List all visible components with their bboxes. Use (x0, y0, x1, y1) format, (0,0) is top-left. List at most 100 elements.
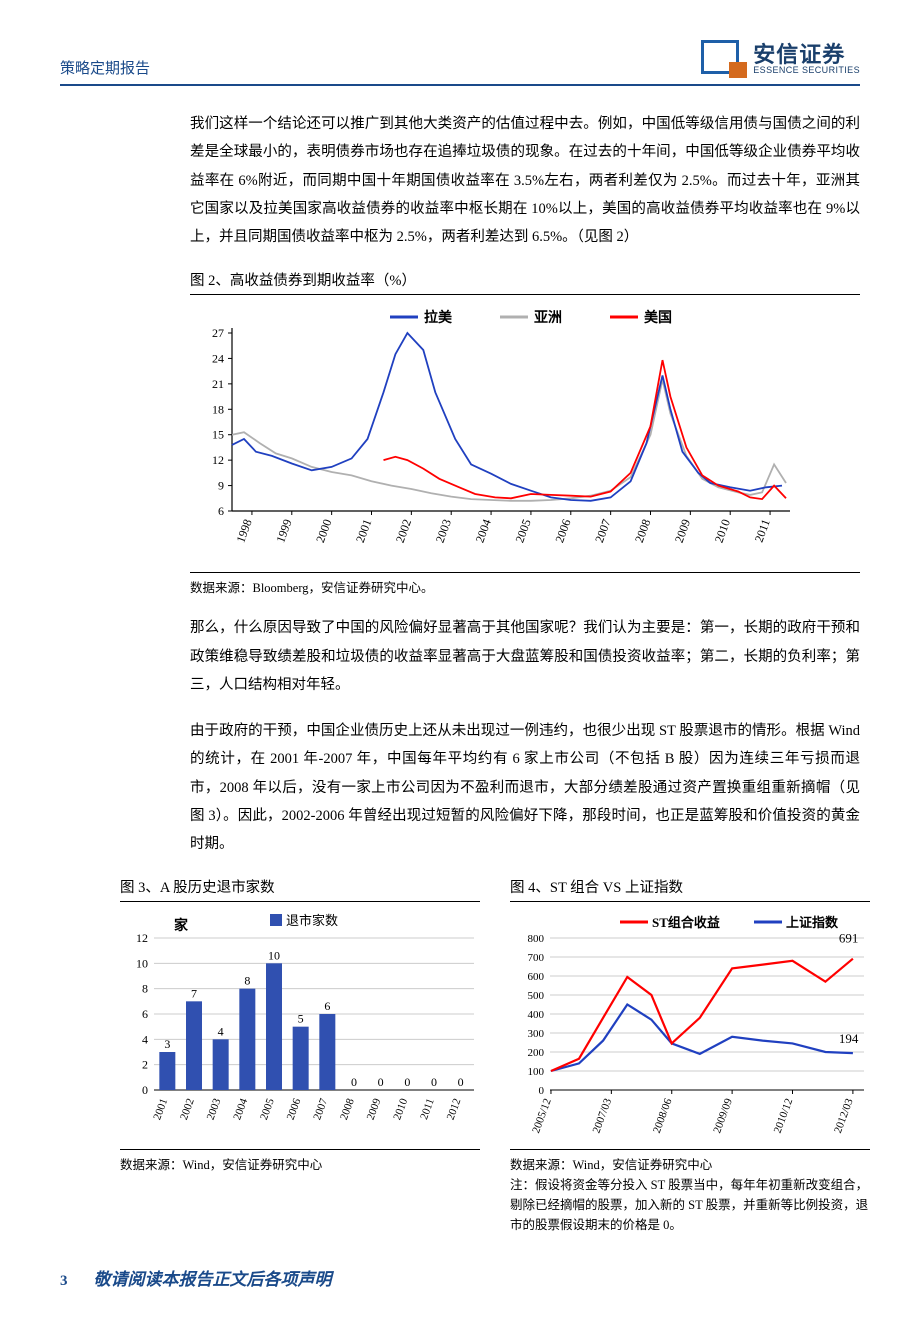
svg-text:2009/09: 2009/09 (711, 1097, 735, 1135)
paragraph-3: 由于政府的干预，中国企业债历史上还从未出现过一例违约，也很少出现 ST 股票退市… (190, 717, 860, 858)
svg-text:2010: 2010 (391, 1097, 410, 1122)
fig4-note: 注：假设将资金等分投入 ST 股票当中，每年年初重新改变组合，剔除已经摘帽的股票… (510, 1175, 870, 1235)
fig3-title: 图 3、A 股历史退市家数 (120, 876, 480, 902)
svg-text:2007/03: 2007/03 (591, 1097, 615, 1135)
svg-text:2005/12: 2005/12 (530, 1097, 554, 1135)
svg-text:2006: 2006 (285, 1097, 304, 1122)
paragraph-1: 我们这样一个结论还可以推广到其他大类资产的估值过程中去。例如，中国低等级信用债与… (190, 110, 860, 251)
svg-text:7: 7 (191, 987, 197, 1001)
svg-text:10: 10 (268, 949, 280, 963)
svg-text:0: 0 (378, 1075, 384, 1089)
svg-text:18: 18 (212, 403, 224, 417)
svg-text:亚洲: 亚洲 (534, 310, 562, 326)
paragraph-2: 那么，什么原因导致了中国的风险偏好显著高于其他国家呢？我们认为主要是：第一，长期… (190, 614, 860, 699)
svg-text:8: 8 (244, 974, 250, 988)
svg-text:12: 12 (136, 931, 148, 945)
svg-text:0: 0 (539, 1085, 545, 1097)
svg-text:2005: 2005 (512, 518, 533, 545)
svg-text:3: 3 (164, 1037, 170, 1051)
svg-text:27: 27 (212, 326, 224, 340)
header-title: 策略定期报告 (60, 57, 150, 78)
page-header: 策略定期报告 安信证券 ESSENCE SECURITIES (60, 40, 860, 78)
svg-text:2010/12: 2010/12 (772, 1097, 796, 1135)
svg-text:21: 21 (212, 377, 224, 391)
svg-text:2012/03: 2012/03 (832, 1097, 856, 1135)
svg-text:0: 0 (458, 1075, 464, 1089)
svg-text:ST组合收益: ST组合收益 (652, 915, 720, 930)
svg-text:2003: 2003 (205, 1097, 224, 1122)
svg-text:0: 0 (142, 1083, 148, 1097)
svg-text:美国: 美国 (644, 309, 672, 326)
svg-text:0: 0 (351, 1075, 357, 1089)
fig4-source: 数据来源：Wind，安信证券研究中心 (510, 1149, 870, 1173)
svg-text:6: 6 (218, 504, 224, 518)
svg-text:2010: 2010 (712, 518, 733, 545)
svg-text:2007: 2007 (592, 518, 613, 545)
footer-disclaimer: 敬请阅读本报告正文后各项声明 (94, 1265, 332, 1290)
fig2-source: 数据来源：Bloomberg，安信证券研究中心。 (190, 572, 860, 596)
svg-text:2000: 2000 (313, 518, 334, 545)
logo-text-en: ESSENCE SECURITIES (753, 66, 860, 75)
svg-text:300: 300 (528, 1028, 545, 1040)
svg-text:退市家数: 退市家数 (286, 913, 338, 928)
svg-text:100: 100 (528, 1066, 545, 1078)
svg-text:8: 8 (142, 982, 148, 996)
svg-text:2001: 2001 (151, 1097, 170, 1122)
fig2-chart: 6 9 12 15 18 21 24 27 1998 1999 2000 2001 2002 2003 20… (190, 303, 860, 568)
fig3-chart: 0 2 4 6 8 10 12 家 退市家数 3 2001 7 2002 4 2003 8 2004 10 2005… (120, 910, 480, 1145)
company-logo: 安信证券 ESSENCE SECURITIES (701, 40, 860, 78)
svg-text:2012: 2012 (445, 1097, 464, 1122)
svg-text:2007: 2007 (311, 1097, 330, 1122)
logo-icon (701, 40, 747, 78)
logo-text-cn: 安信证券 (753, 44, 860, 66)
svg-text:2004: 2004 (231, 1097, 250, 1122)
svg-text:2: 2 (142, 1058, 148, 1072)
fig4-chart: 0 100 200 300 400 500 600 700 800 2005/12 2007/03 2… (510, 910, 870, 1145)
svg-text:9: 9 (218, 479, 224, 493)
svg-text:2011: 2011 (418, 1097, 437, 1121)
svg-text:2008/06: 2008/06 (651, 1097, 675, 1135)
page-number: 3 (60, 1273, 68, 1290)
svg-text:691: 691 (839, 931, 859, 946)
header-divider (60, 84, 860, 86)
svg-text:24: 24 (212, 352, 224, 366)
fig2-title: 图 2、高收益债券到期收益率（%） (190, 269, 860, 295)
fig4-title: 图 4、ST 组合 VS 上证指数 (510, 876, 870, 902)
svg-text:4: 4 (218, 1025, 224, 1039)
svg-text:拉美: 拉美 (424, 309, 453, 326)
svg-text:2011: 2011 (752, 518, 773, 545)
svg-text:15: 15 (212, 428, 224, 442)
svg-text:1999: 1999 (273, 518, 294, 545)
svg-text:700: 700 (528, 952, 545, 964)
svg-text:600: 600 (528, 971, 545, 983)
svg-text:0: 0 (431, 1075, 437, 1089)
svg-text:6: 6 (142, 1007, 148, 1021)
svg-text:上证指数: 上证指数 (786, 915, 839, 930)
svg-text:2008: 2008 (338, 1097, 357, 1122)
svg-text:2006: 2006 (552, 518, 573, 545)
svg-text:2008: 2008 (632, 518, 653, 545)
page-footer: 3 敬请阅读本报告正文后各项声明 (60, 1265, 860, 1290)
svg-text:2005: 2005 (258, 1097, 277, 1122)
svg-text:2002: 2002 (393, 518, 414, 545)
svg-text:2002: 2002 (178, 1097, 197, 1122)
svg-text:2001: 2001 (353, 518, 374, 545)
svg-text:2003: 2003 (433, 518, 454, 545)
svg-text:2009: 2009 (672, 518, 693, 545)
svg-text:2004: 2004 (473, 518, 494, 545)
svg-text:200: 200 (528, 1047, 545, 1059)
svg-text:800: 800 (528, 933, 545, 945)
svg-text:2009: 2009 (365, 1097, 384, 1122)
svg-text:5: 5 (298, 1012, 304, 1026)
svg-text:0: 0 (404, 1075, 410, 1089)
svg-text:4: 4 (142, 1033, 148, 1047)
svg-text:400: 400 (528, 1009, 545, 1021)
svg-text:194: 194 (839, 1032, 859, 1047)
svg-text:12: 12 (212, 453, 224, 467)
svg-text:6: 6 (324, 999, 330, 1013)
fig3-source: 数据来源：Wind，安信证券研究中心 (120, 1149, 480, 1173)
svg-text:10: 10 (136, 957, 148, 971)
svg-text:1998: 1998 (233, 518, 254, 545)
svg-text:家: 家 (174, 917, 189, 934)
svg-text:500: 500 (528, 990, 545, 1002)
